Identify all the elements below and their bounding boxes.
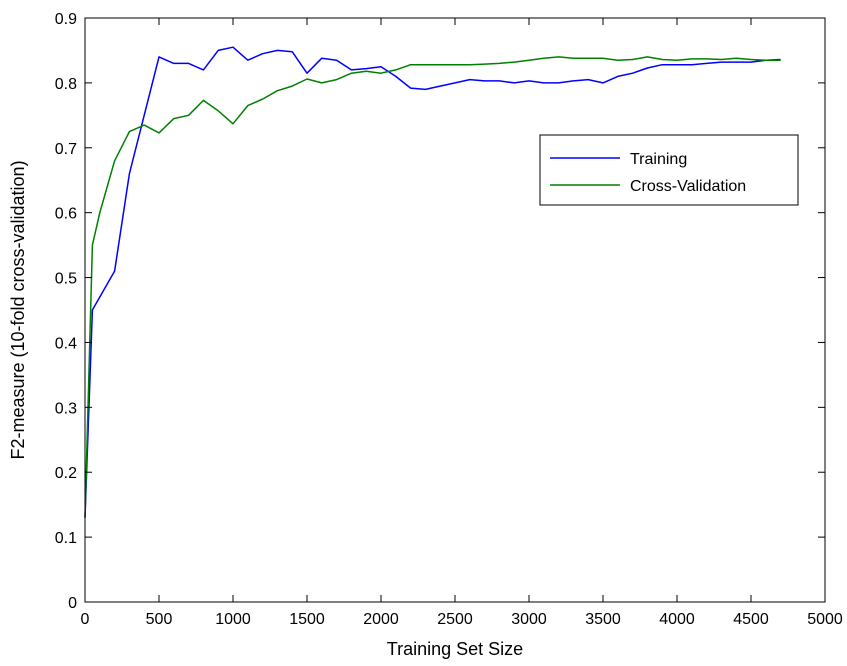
x-tick-label: 1000 — [215, 611, 251, 628]
legend-box — [539, 134, 799, 206]
x-axis-label: Training Set Size — [387, 639, 523, 659]
y-tick-label: 0.7 — [55, 141, 77, 158]
x-tick-label: 4500 — [733, 611, 769, 628]
y-tick-label: 0.8 — [55, 76, 77, 93]
x-tick-label: 2000 — [363, 611, 399, 628]
series-layer — [84, 46, 781, 518]
axes-layer: 0 500 1000 1500 2000 2500 3000 3500 4000 4500 5000… — [55, 11, 843, 628]
legend: Training Cross-Validation — [539, 134, 799, 206]
y-tick-label: 0 — [68, 595, 77, 612]
x-tick-label: 1500 — [289, 611, 325, 628]
y-tick-label: 0.5 — [55, 271, 77, 288]
x-tick-label: 3000 — [511, 611, 547, 628]
x-tick-label: 3500 — [585, 611, 621, 628]
legend-label-cross-validation: Cross-Validation — [630, 178, 746, 195]
legend-label-training: Training — [630, 151, 687, 168]
series-line-cross-validation — [84, 56, 781, 518]
x-tick-label: 500 — [146, 611, 173, 628]
y-tick-label: 0.4 — [55, 335, 77, 352]
x-tick-label: 2500 — [437, 611, 473, 628]
y-tick-label: 0.1 — [55, 530, 77, 547]
series-line-training — [84, 46, 781, 518]
y-axis-label: F2-measure (10-fold cross-validation) — [8, 160, 28, 459]
x-tick-label: 0 — [81, 611, 90, 628]
plot-area — [85, 18, 825, 602]
x-tick-label: 5000 — [807, 611, 843, 628]
y-tick-label: 0.6 — [55, 206, 77, 223]
y-tick-label: 0.2 — [55, 465, 77, 482]
x-tick-label: 4000 — [659, 611, 695, 628]
y-tick-label: 0.3 — [55, 400, 77, 417]
y-tick-label: 0.9 — [55, 11, 77, 28]
